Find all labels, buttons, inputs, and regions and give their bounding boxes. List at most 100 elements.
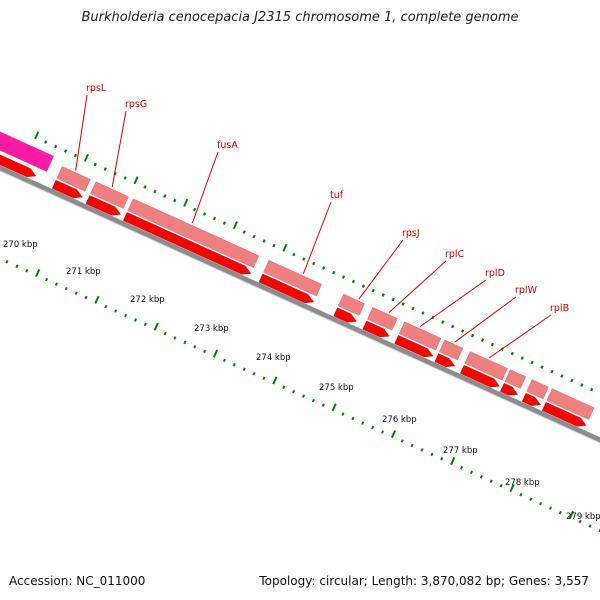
outer-tick bbox=[103, 167, 107, 171]
backbone-band bbox=[0, 165, 600, 443]
gene-feature bbox=[51, 179, 83, 199]
gene-leader-line bbox=[111, 110, 127, 188]
ruler-tick bbox=[153, 322, 159, 331]
scale-label: 274 kbp bbox=[256, 353, 291, 363]
gene-label-rplW: rplW bbox=[515, 285, 538, 296]
outer-tick bbox=[53, 144, 58, 149]
outer-tick bbox=[441, 320, 445, 324]
outer-tick bbox=[391, 297, 395, 302]
outer-tick bbox=[341, 275, 346, 279]
accession-text: Accession: NC_011000 bbox=[9, 574, 146, 588]
backbone-edge bbox=[0, 170, 600, 444]
outer-tick bbox=[163, 194, 167, 198]
ruler-tick bbox=[400, 439, 404, 443]
outer-tick bbox=[351, 279, 356, 284]
ruler-tick bbox=[54, 282, 58, 286]
ruler-tick bbox=[311, 398, 315, 403]
ruler-tick bbox=[499, 483, 503, 488]
gene-feature bbox=[85, 195, 121, 216]
ruler-tick bbox=[331, 403, 337, 412]
outer-tick bbox=[252, 234, 256, 239]
ruler-tick bbox=[420, 448, 424, 452]
ruler-tick bbox=[212, 349, 219, 358]
ruler-tick bbox=[558, 510, 562, 515]
ruler-tick bbox=[203, 349, 207, 354]
outer-tick bbox=[153, 189, 157, 194]
scale-label: 272 kbp bbox=[130, 295, 165, 305]
ruler-tick bbox=[380, 430, 385, 434]
outer-tick bbox=[401, 302, 405, 306]
outer-tick bbox=[272, 243, 276, 248]
ruler-tick bbox=[292, 389, 296, 394]
ruler-tick bbox=[282, 385, 286, 389]
ruler-tick bbox=[272, 376, 278, 385]
ruler-tick bbox=[133, 318, 138, 322]
gene-feature bbox=[521, 392, 541, 406]
ruler-tick bbox=[183, 340, 187, 345]
ruler-tick bbox=[114, 309, 118, 313]
ruler-tick bbox=[74, 291, 78, 295]
ruler-tick bbox=[519, 492, 523, 497]
cds-feature bbox=[367, 307, 398, 331]
outer-tick bbox=[93, 162, 97, 167]
outer-tick bbox=[570, 378, 574, 383]
ruler-tick bbox=[143, 322, 147, 327]
gene-feature bbox=[0, 154, 37, 178]
outer-tick bbox=[451, 324, 455, 329]
cds-feature bbox=[90, 181, 129, 209]
gene-feature bbox=[258, 273, 315, 304]
outer-tick bbox=[560, 374, 564, 378]
outer-tick bbox=[202, 212, 207, 216]
ruler-tick bbox=[509, 483, 515, 493]
ruler-tick bbox=[410, 443, 414, 448]
outer-tick bbox=[550, 369, 554, 374]
cds-feature bbox=[439, 339, 464, 361]
gene-leader-line bbox=[454, 296, 517, 343]
ruler-tick bbox=[242, 367, 246, 372]
ruler-tick bbox=[193, 345, 197, 349]
cds-feature bbox=[337, 293, 365, 316]
ruler-tick bbox=[252, 371, 256, 376]
outer-tick bbox=[212, 216, 217, 221]
cds-feature bbox=[504, 369, 526, 389]
ruler-tick bbox=[222, 358, 226, 363]
outer-tick bbox=[322, 266, 326, 270]
gene-leader-line bbox=[75, 94, 88, 171]
scale-labels: 270 kbp 271 kbp 272 kbp 273 kbp 274 kbp 275 k… bbox=[3, 240, 600, 522]
ruler-tick bbox=[548, 506, 553, 510]
cds-feature bbox=[263, 260, 322, 297]
ruler-tick bbox=[539, 501, 543, 506]
ruler-tick bbox=[5, 259, 9, 264]
outer-tick bbox=[173, 198, 177, 203]
outer-tick bbox=[44, 140, 48, 144]
outer-tick bbox=[63, 149, 68, 153]
gene-feature bbox=[362, 320, 390, 338]
gene-label-rpsG: rpsG bbox=[125, 99, 147, 110]
ruler-tick bbox=[351, 416, 355, 421]
outer-tick bbox=[361, 284, 366, 288]
outer-tick bbox=[331, 270, 336, 275]
ruler-tick bbox=[35, 268, 41, 278]
outer-tick bbox=[580, 383, 584, 387]
gene-feature bbox=[333, 307, 357, 323]
scale-label: 277 kbp bbox=[443, 446, 478, 456]
outer-tick bbox=[222, 221, 227, 225]
scale-label: 275 kbp bbox=[319, 383, 354, 393]
scale-label: 271 kbp bbox=[66, 267, 101, 277]
ruler-tick bbox=[15, 264, 19, 269]
outer-tick bbox=[590, 387, 594, 392]
outer-tick bbox=[530, 360, 534, 365]
ruler-tick bbox=[588, 524, 592, 528]
ruler-tick bbox=[450, 456, 456, 466]
ruler-tick bbox=[94, 295, 100, 304]
gene-label-rpsL: rpsL bbox=[86, 83, 107, 94]
ruler-tick bbox=[578, 519, 582, 524]
ruler-tick bbox=[390, 430, 397, 439]
gene-feature bbox=[500, 383, 519, 396]
ruler-tick bbox=[529, 497, 533, 502]
cds-feature bbox=[127, 198, 260, 268]
ruler-tick bbox=[163, 331, 167, 336]
outer-tick bbox=[83, 153, 90, 162]
ruler-tick bbox=[371, 425, 375, 430]
